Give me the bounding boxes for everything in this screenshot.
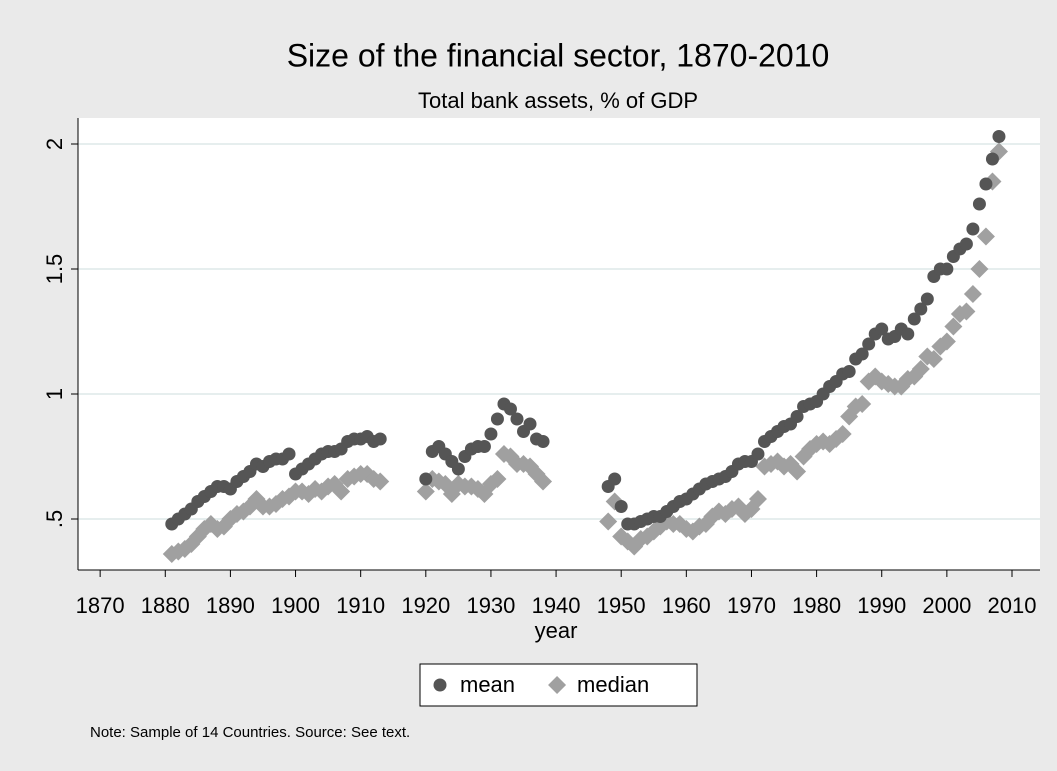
point [790,410,804,423]
point [833,425,852,443]
x-tick-label: 1880 [141,593,190,618]
point [944,317,963,336]
point [911,360,930,378]
point [966,222,980,236]
legend-label: mean [460,672,515,697]
point [373,432,387,446]
x-tick-label: 1990 [857,593,906,618]
point [477,440,491,453]
x-tick-label: 1920 [401,593,450,618]
x-axis-label: year [535,618,578,643]
x-tick-label: 1890 [206,593,255,618]
point [855,347,869,361]
point [972,197,986,211]
axes: .5 1 1.5 2 1870 1880 1890 1900 1910 1920 1930 1940 1… [42,118,1040,618]
point [332,482,351,501]
point [937,332,956,351]
point [959,237,973,251]
note: Note: Sample of 14 Countries. Source: Se… [90,724,410,741]
x-tick-label: 1870 [76,593,125,618]
x-tick-label: 1930 [466,593,515,618]
point [914,302,928,316]
legend: mean median [433,672,649,697]
legend-marker [548,676,567,694]
point [536,435,550,448]
point [924,350,943,368]
point [608,472,622,486]
legend-marker [433,678,447,692]
point [970,260,989,278]
point [940,262,954,276]
point [523,417,537,431]
point [853,395,872,413]
point [907,312,921,326]
chart-title: Size of the financial sector, 1870-2010 [287,37,830,73]
y-tick-label: 1.5 [42,254,67,285]
point [484,427,498,441]
point [371,472,390,491]
point [901,327,915,341]
x-tick-label: 1950 [597,593,646,618]
point [534,472,553,491]
point [490,412,504,426]
x-tick-label: 2010 [988,593,1037,618]
point [416,482,435,501]
point [751,447,765,461]
point [748,490,767,508]
point [419,472,433,486]
point [599,512,618,531]
y-tick-label: .5 [42,510,67,528]
point [875,322,889,336]
point [985,152,999,166]
x-tick-label: 1910 [336,593,385,618]
point [957,302,976,321]
point [503,402,517,416]
point [963,285,982,303]
point [992,130,1006,143]
y-tick-label: 2 [42,138,67,150]
point [510,412,524,426]
marks [162,130,1008,563]
point [842,365,856,378]
point [979,177,993,191]
point [282,447,296,461]
x-tick-label: 1960 [662,593,711,618]
plot-area [78,118,1040,570]
x-tick-label: 1980 [792,593,841,618]
chart-subtitle: Total bank assets, % of GDP [418,88,698,113]
point [451,462,465,476]
point [488,470,507,488]
point [862,337,876,351]
x-tick-label: 1900 [271,593,320,618]
x-tick-label: 1970 [727,593,776,618]
x-tick-label: 2000 [922,593,971,618]
point [920,292,934,306]
y-tick-label: 1 [42,388,67,400]
legend-label: median [577,672,649,697]
x-tick-label: 1940 [532,593,581,618]
point [788,462,807,481]
point [976,227,995,246]
point [614,500,628,513]
